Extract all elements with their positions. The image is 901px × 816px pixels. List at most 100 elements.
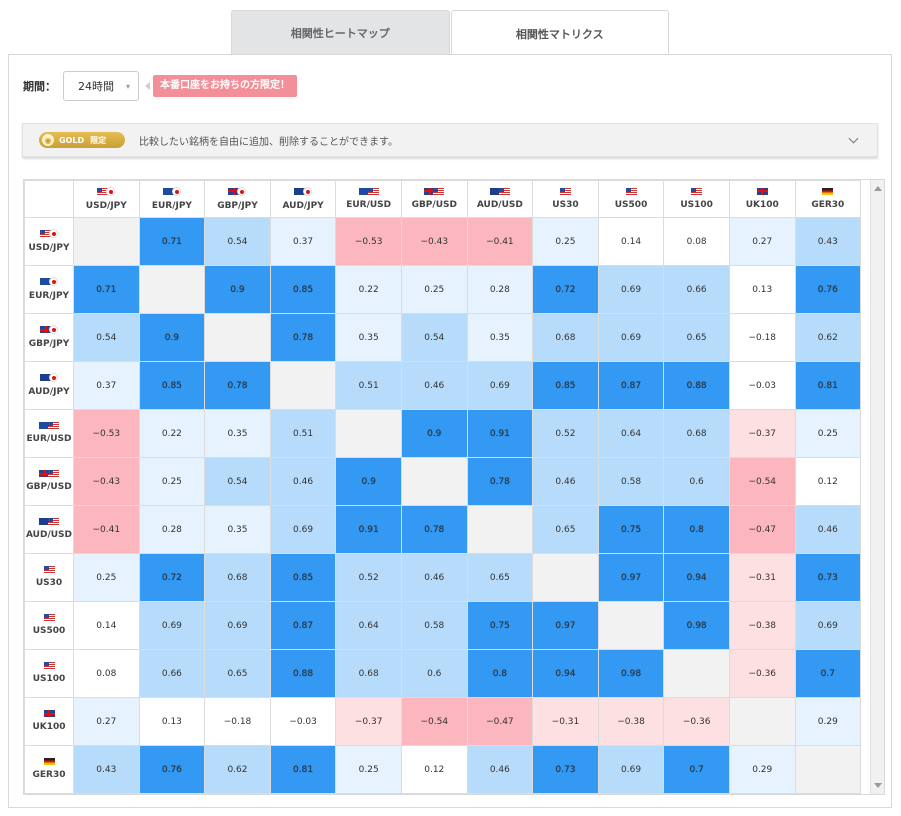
- row-header-eur-jpy: EUR/JPY: [24, 265, 74, 314]
- us-flag-icon: [97, 187, 109, 195]
- symbol-label: GBP/USD: [26, 482, 72, 493]
- correlation-cell: 0.69: [597, 313, 665, 362]
- jp-flag-icon: [49, 325, 58, 335]
- tab-heatmap[interactable]: 相関性ヒートマップ: [231, 10, 450, 55]
- correlation-cell: −0.43: [400, 217, 468, 266]
- table-row: EUR/JPY 0.71 0.9 0.85 0.22 0.25 0.28 0.72 0.69 0.…: [24, 265, 862, 314]
- correlation-cell: 0.54: [204, 457, 271, 506]
- symbol-label: USD/JPY: [85, 200, 127, 211]
- column-header-us30: US30: [532, 180, 599, 218]
- gb-flag-icon: [424, 187, 436, 195]
- correlation-cell: 0.69: [597, 745, 665, 794]
- correlation-cell: 0.98: [663, 601, 730, 650]
- table-row: EUR/USD −0.53 0.22 0.35 0.51 0.9 0.91 0.52 0.64 0…: [24, 409, 862, 458]
- correlation-cell: [204, 313, 271, 362]
- correlation-cell: 0.85: [138, 361, 206, 410]
- row-header-ger30: GER30: [24, 745, 74, 794]
- period-value: 24時間: [78, 80, 114, 93]
- vertical-scrollbar[interactable]: [870, 180, 884, 794]
- correlation-cell: 0.43: [73, 745, 140, 794]
- au-flag-icon: [40, 374, 51, 382]
- chevron-down-icon: ▾: [125, 81, 130, 91]
- jp-flag-icon: [106, 186, 116, 196]
- correlation-cell: 0.87: [597, 361, 665, 410]
- symbol-label: GBP/USD: [411, 199, 457, 210]
- table-row: AUD/JPY 0.37 0.85 0.78 0.51 0.46 0.69 0.85 0.87 0…: [24, 361, 862, 410]
- row-header-gbp-usd: GBP/USD: [24, 457, 74, 506]
- period-select[interactable]: 24時間 ▾: [63, 71, 139, 101]
- flag-icon: [39, 470, 59, 478]
- chevron-down-icon[interactable]: [848, 133, 859, 144]
- flag-icon: [756, 187, 768, 195]
- symbol-label: US30: [552, 199, 579, 210]
- correlation-cell: 0.54: [73, 313, 140, 362]
- correlation-cell: 0.71: [73, 265, 140, 314]
- correlation-cell: [663, 649, 730, 698]
- correlation-cell: 0.13: [728, 265, 796, 314]
- correlation-cell: −0.18: [204, 697, 271, 746]
- correlation-cell: 0.51: [335, 361, 402, 410]
- symbol-label: EUR/JPY: [28, 291, 70, 302]
- correlation-cell: 0.29: [728, 745, 796, 794]
- us-flag-icon: [43, 566, 55, 574]
- symbol-label: USD/JPY: [28, 243, 70, 254]
- correlation-cell: 0.35: [204, 505, 271, 554]
- correlation-cell: −0.47: [466, 697, 534, 746]
- gold-feature-bar[interactable]: ◉ GOLD 限定 比較したい銘柄を自由に追加、削除することができます。: [22, 123, 878, 157]
- jp-flag-icon: [49, 229, 58, 239]
- correlation-cell: 0.46: [532, 457, 599, 506]
- correlation-cell: 0.69: [466, 361, 534, 410]
- tab-matrix[interactable]: 相関性マトリクス: [450, 10, 669, 56]
- gb-flag-icon: [40, 326, 51, 334]
- correlation-cell: 0.22: [335, 265, 402, 314]
- period-row: 期間： 24時間 ▾ 本番口座をお持ちの方限定！: [23, 71, 297, 101]
- column-header-eur-jpy: EUR/JPY: [138, 180, 206, 218]
- correlation-cell: −0.37: [335, 697, 402, 746]
- correlation-cell: −0.43: [73, 457, 140, 506]
- column-header-gbp-jpy: GBP/JPY: [204, 180, 271, 218]
- correlation-cell: 0.08: [73, 649, 140, 698]
- column-header-us500: US500: [597, 180, 665, 218]
- symbol-label: EUR/USD: [346, 199, 392, 210]
- correlation-cell: 0.9: [204, 265, 271, 314]
- flag-icon: [43, 758, 55, 766]
- correlation-cell: 0.51: [269, 409, 337, 458]
- flag-icon: [43, 614, 55, 622]
- flag-icon: [625, 187, 637, 195]
- correlation-cell: 0.12: [794, 457, 862, 506]
- correlation-cell: −0.38: [597, 697, 665, 746]
- flag-icon: [43, 566, 55, 574]
- correlation-cell: [269, 361, 337, 410]
- correlation-cell: 0.73: [794, 553, 862, 602]
- correlation-cell: 0.75: [466, 601, 534, 650]
- correlation-cell: 0.76: [794, 265, 862, 314]
- au-flag-icon: [489, 187, 501, 195]
- correlation-cell: 0.87: [269, 601, 337, 650]
- correlation-cell: 0.8: [466, 649, 534, 698]
- correlation-cell: 0.72: [532, 265, 599, 314]
- flag-icon: [43, 662, 55, 670]
- column-header-usd-jpy: USD/JPY: [73, 180, 140, 218]
- correlation-cell: 0.94: [532, 649, 599, 698]
- correlation-cell: 0.25: [794, 409, 862, 458]
- correlation-cell: 0.68: [663, 409, 730, 458]
- flag-icon: [294, 186, 313, 196]
- scroll-down-icon[interactable]: [874, 783, 882, 788]
- us-flag-icon: [691, 187, 703, 195]
- scroll-up-icon[interactable]: [874, 186, 882, 191]
- correlation-cell: 0.9: [335, 457, 402, 506]
- correlation-cell: [728, 697, 796, 746]
- symbol-label: AUD/USD: [25, 530, 72, 541]
- correlation-cell: 0.37: [269, 217, 337, 266]
- symbol-label: GBP/JPY: [28, 339, 70, 350]
- correlation-cell: 0.91: [466, 409, 534, 458]
- correlation-cell: 0.35: [466, 313, 534, 362]
- correlation-matrix: USD/JPY EUR/JPY GBP/JPY AUD/JPY EUR/USD GBP/U…: [23, 179, 885, 795]
- correlation-cell: 0.88: [269, 649, 337, 698]
- correlation-cell: 0.58: [400, 601, 468, 650]
- correlation-cell: 0.7: [794, 649, 862, 698]
- correlation-cell: −0.41: [466, 217, 534, 266]
- correlation-cell: 0.68: [532, 313, 599, 362]
- jp-flag-icon: [171, 186, 181, 196]
- correlation-cell: 0.35: [335, 313, 402, 362]
